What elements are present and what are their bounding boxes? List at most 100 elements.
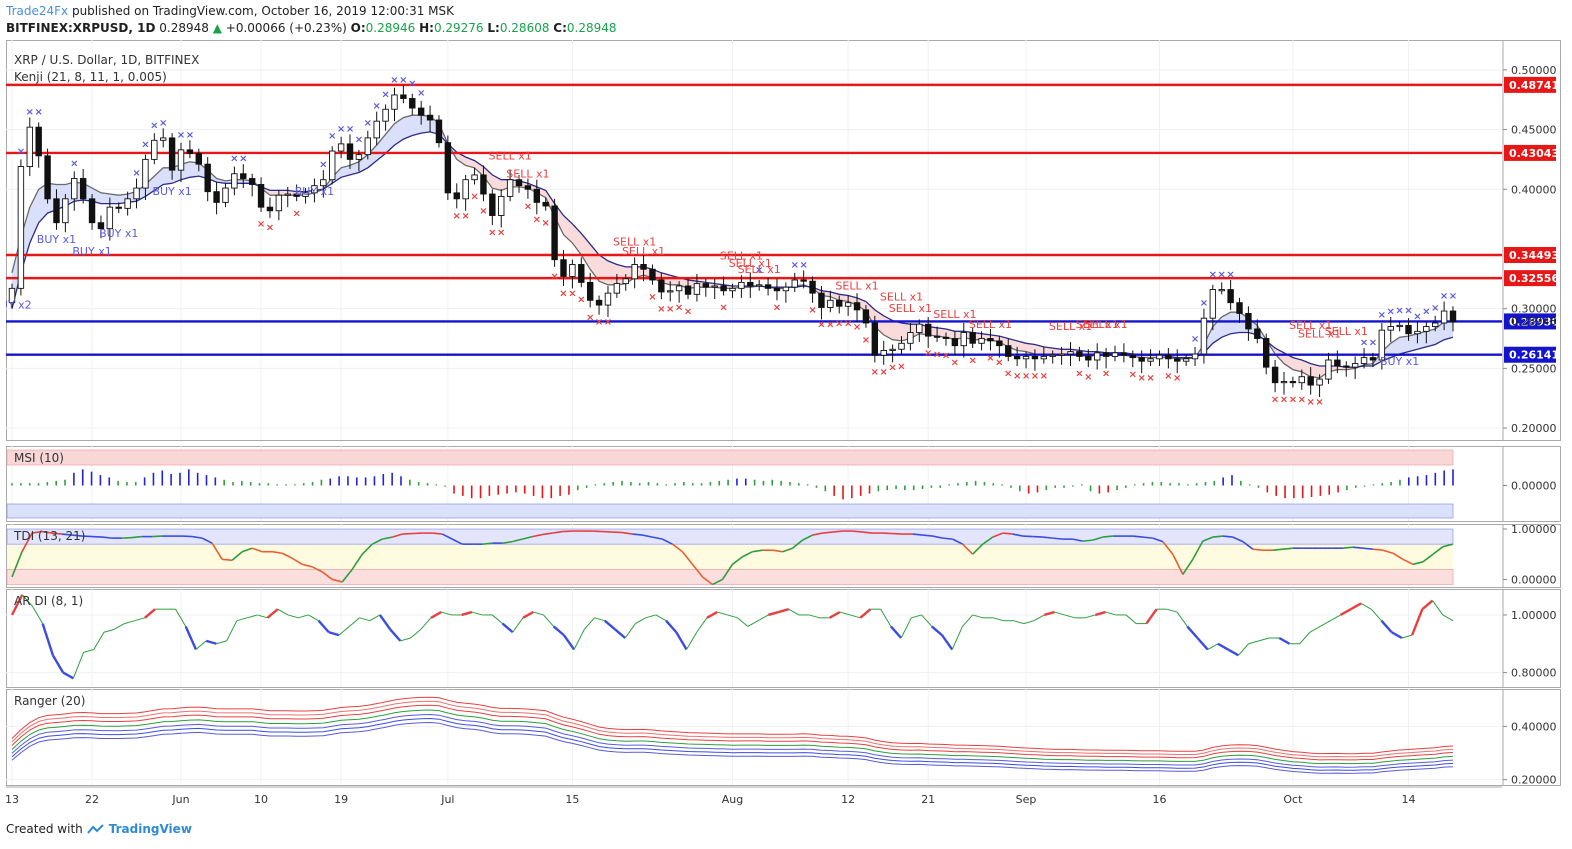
pane-border-0: [6, 40, 1561, 441]
candle-bearish: [1005, 345, 1012, 357]
candle-bearish: [186, 149, 194, 154]
tdi-line-segment: [351, 553, 363, 570]
sell-marker-icon: ×: [1102, 368, 1110, 379]
buy-marker-icon: ×: [799, 260, 807, 271]
candle-bullish: [1351, 363, 1359, 368]
candle-bearish: [720, 285, 727, 292]
candle-bullish: [71, 178, 78, 200]
tdi-line-segment: [402, 532, 413, 535]
ardi-line-segment: [1299, 631, 1311, 645]
ardi-line-segment: [461, 610, 473, 617]
candle-bullish: [675, 285, 683, 292]
time-axis-label: 19: [334, 793, 348, 806]
ardi-line-segment: [1064, 614, 1076, 619]
chart-area[interactable]: 13 22 Jun 10 19 Jul 15 Aug 12 21 Sep 16 Oct 14 0.50000…: [6, 40, 1566, 810]
candle-bullish: [311, 185, 318, 194]
sell-marker-icon: ×: [657, 304, 665, 315]
sell-marker-icon: ×: [808, 305, 816, 316]
tdi-line-segment: [1192, 540, 1204, 560]
ardi-line-segment: [1370, 608, 1382, 622]
candle-bearish: [586, 281, 594, 301]
tdi-line-segment: [1152, 537, 1164, 543]
ardi-line-segment: [184, 625, 198, 651]
tdi-line-segment: [612, 531, 623, 534]
candle-bullish: [62, 198, 69, 224]
ardi-line-segment: [1186, 625, 1199, 639]
sell-marker-icon: ×: [595, 317, 603, 328]
buy-signal-label: BUY x1: [152, 185, 191, 198]
buy-marker-icon: ×: [1404, 305, 1412, 316]
ardi-line-segment: [195, 640, 207, 650]
candle-bearish: [426, 114, 434, 121]
sell-marker-icon: ×: [1146, 373, 1154, 384]
candle-bearish: [1236, 302, 1243, 314]
candle-bearish: [35, 126, 42, 157]
ardi-line-segment: [21, 594, 33, 607]
ardi-line-segment: [410, 628, 422, 639]
sell-marker-icon: ×: [257, 219, 265, 230]
ardi-line-segment: [1432, 600, 1444, 616]
candle-bearish: [1369, 357, 1377, 361]
buy-marker-icon: ×: [230, 154, 238, 165]
candle-bullish: [222, 187, 229, 203]
ardi-line-segment: [471, 611, 483, 616]
ardi-line-segment: [113, 623, 125, 630]
sell-signal-label: SELL x1: [622, 245, 665, 258]
candle-bullish: [1396, 324, 1403, 328]
buy-marker-icon: ×: [1431, 303, 1439, 314]
ardi-line-segment: [552, 625, 565, 637]
publish-header: Trade24Fx published on TradingView.com, …: [6, 4, 454, 18]
candle-bullish: [1067, 351, 1074, 355]
chart-canvas[interactable]: 13 22 Jun 10 19 Jul 15 Aug 12 21 Sep 16 Oct 14 0.50000…: [6, 40, 1566, 810]
chart-title: XRP / U.S. Dollar, 1D, BITFINEX: [14, 53, 199, 67]
candle-bearish: [1271, 366, 1279, 384]
candle-bullish: [1049, 354, 1056, 357]
tradingview-brand[interactable]: TradingView: [108, 822, 192, 836]
tdi-line-segment: [1282, 547, 1293, 550]
candle-bullish: [898, 342, 905, 350]
candle-bearish: [595, 299, 603, 306]
ardi-line-segment: [686, 631, 698, 650]
candle-bearish: [1262, 338, 1270, 368]
sell-marker-icon: ×: [604, 317, 612, 328]
tdi-line-segment: [701, 576, 713, 586]
ardi-line-segment: [1054, 611, 1065, 616]
candle-bullish: [755, 284, 763, 287]
tdi-line-segment: [341, 568, 353, 583]
candle-bearish: [640, 264, 647, 270]
tdi-line-segment: [542, 532, 553, 536]
author-link[interactable]: Trade24Fx: [6, 4, 69, 18]
candle-bullish: [506, 179, 514, 197]
ardi-line-segment: [1350, 602, 1362, 611]
msi-lower-zone: [6, 503, 1454, 519]
sell-marker-icon: ×: [488, 228, 496, 239]
sell-signal-label: SELL x1: [1289, 319, 1332, 332]
buy-marker-icon: ×: [1200, 298, 1208, 309]
ardi-line-segment: [1411, 608, 1424, 636]
ardi-line-segment: [1207, 643, 1219, 650]
candle-bullish: [160, 137, 167, 141]
candle-bullish: [1280, 381, 1288, 384]
sell-marker-icon: ×: [497, 228, 505, 239]
ardi-line-segment: [378, 614, 392, 631]
indicator-name: Kenji (21, 8, 11, 1, 0.005): [14, 70, 167, 84]
candle-bullish: [880, 349, 887, 356]
tdi-line-segment: [522, 535, 533, 540]
candle-bullish: [1432, 322, 1439, 328]
ardi-line-segment: [603, 619, 616, 631]
ardi-line-segment: [175, 608, 187, 627]
candle-bullish: [1182, 358, 1190, 362]
ardi-line-segment: [992, 617, 1004, 622]
ardi-line-segment: [246, 614, 258, 619]
sell-signal-label: SELL x1: [1298, 327, 1341, 340]
tdi-line-segment: [122, 536, 133, 539]
tdi-line-segment: [732, 556, 743, 565]
sell-signal-label: SELL x1: [1325, 325, 1368, 338]
tdi-line-segment: [482, 542, 493, 545]
sell-signal-label: SELL x1: [729, 257, 772, 270]
tdi-line-segment: [892, 532, 903, 535]
candle-bearish: [409, 98, 416, 109]
tdi-line-segment: [1102, 535, 1113, 538]
buy-marker-icon: ×: [132, 168, 140, 179]
buy-marker-icon: ×: [141, 139, 149, 150]
